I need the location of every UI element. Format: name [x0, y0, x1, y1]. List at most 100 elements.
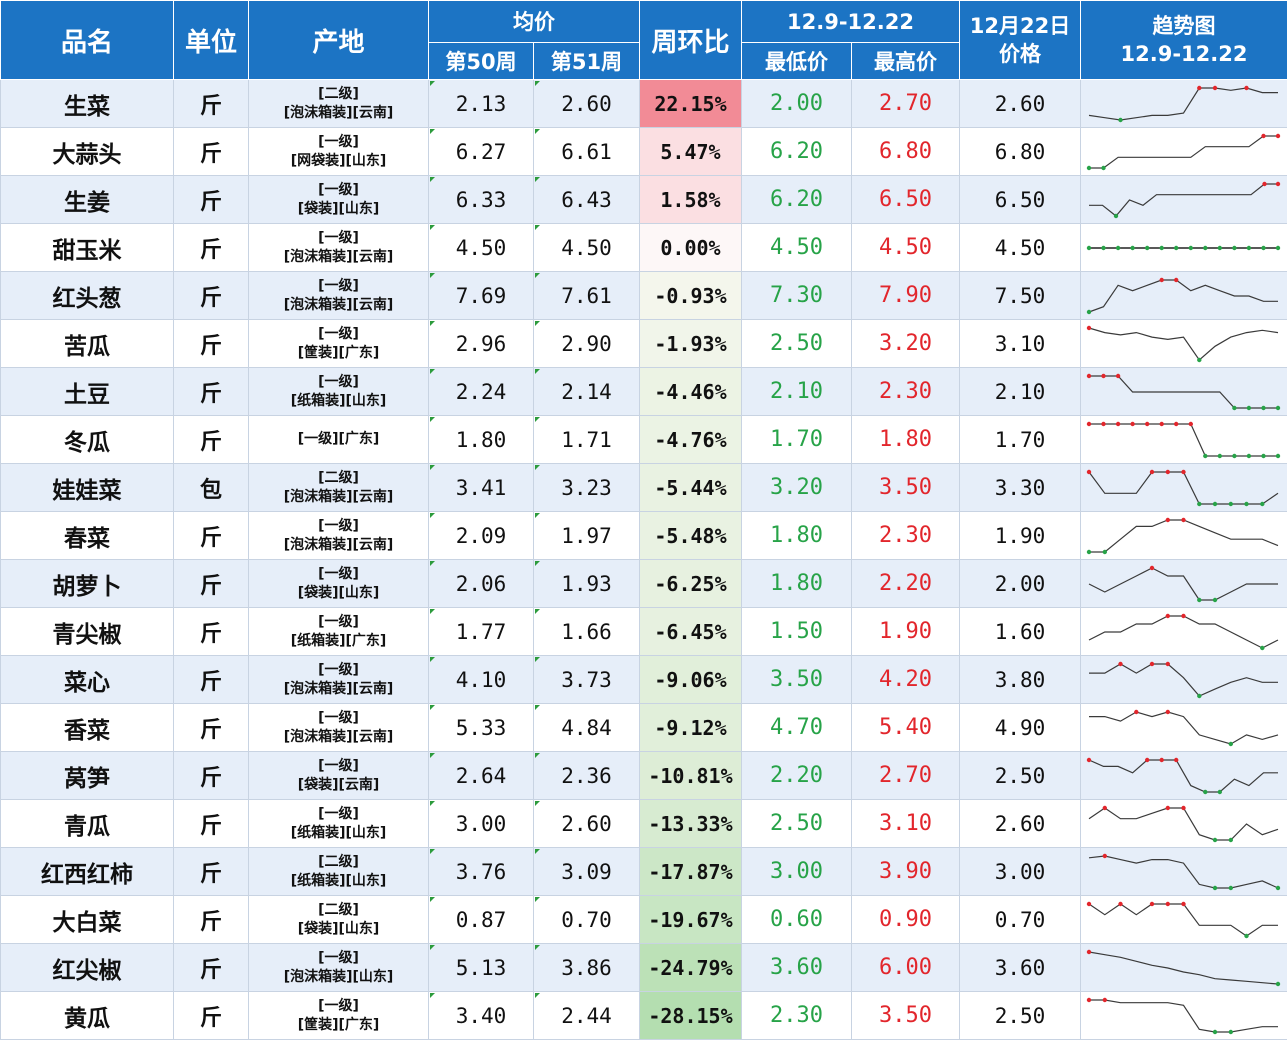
period-high-cell: 3.90 [851, 847, 960, 896]
trend-sparkline-cell [1080, 79, 1287, 128]
trend-sparkline [1086, 245, 1281, 250]
sparkline-low-point [1086, 549, 1092, 554]
current-price-cell: 2.60 [959, 79, 1081, 128]
product-name-cell: 青尖椒 [0, 607, 174, 656]
sparkline-low-point [1275, 981, 1281, 986]
origin-pack-region: [网袋装][山东] [290, 152, 387, 169]
product-name-cell: 土豆 [0, 367, 174, 416]
sparkline-high-point [1149, 469, 1155, 474]
trend-sparkline [1088, 565, 1278, 602]
sparkline-high-point [1101, 373, 1106, 378]
period-high-cell: 6.80 [851, 127, 960, 176]
sparkline-low-point [1228, 1029, 1233, 1034]
sparkline-high-point [1261, 133, 1266, 138]
sparkline-low-point [1246, 245, 1252, 250]
trend-sparkline [1086, 277, 1278, 314]
period-low-cell: 4.70 [741, 703, 852, 752]
sparkline-high-point [1101, 421, 1106, 426]
origin-grade: [一级] [318, 517, 359, 534]
period-low-cell: 3.50 [741, 655, 852, 704]
origin-cell: [二级] [泡沫箱装][云南] [248, 463, 429, 512]
origin-cell: [一级] [袋装][山东] [248, 175, 429, 224]
period-low-cell: 2.10 [741, 367, 852, 416]
trend-sparkline [1089, 661, 1278, 698]
sparkline-low-point [1102, 549, 1107, 554]
col-avg-group-header: 均价 [428, 0, 640, 43]
trend-sparkline [1088, 805, 1279, 842]
sparkline-high-point [1197, 85, 1202, 90]
origin-pack-region: [袋装][山东] [297, 200, 380, 217]
period-low-cell: 3.60 [741, 943, 852, 992]
unit-cell: 斤 [173, 511, 249, 560]
unit-cell: 斤 [173, 943, 249, 992]
sparkline-path [1088, 950, 1279, 985]
period-low-cell: 4.50 [741, 223, 852, 272]
sparkline-low-point [1228, 501, 1233, 506]
trend-sparkline [1086, 421, 1281, 458]
week50-avg-cell: 4.10 [428, 655, 534, 704]
origin-pack-region: [袋装][云南] [297, 776, 380, 793]
unit-cell: 斤 [173, 559, 249, 608]
period-low-cell: 2.50 [741, 799, 852, 848]
sparkline-low-point [1212, 885, 1218, 890]
sparkline-low-point [1228, 741, 1233, 746]
week50-avg-cell: 2.09 [428, 511, 534, 560]
sparkline-low-point [1260, 501, 1265, 506]
table-row: 春菜斤 [一级] [泡沫箱装][云南] 2.09 1.97 -5.48% 1.80 2.30 1… [0, 511, 1287, 560]
col-trend-header-line1: 趋势图 [1152, 14, 1216, 38]
sparkline-low-point [1212, 837, 1218, 842]
product-name-cell: 胡萝卜 [0, 559, 174, 608]
unit-cell: 斤 [173, 655, 249, 704]
sparkline-low-point [1118, 117, 1123, 122]
period-high-cell: 0.90 [851, 895, 960, 944]
sparkline-low-point [1212, 501, 1218, 506]
trend-sparkline [1086, 325, 1279, 362]
week50-avg-cell: 2.96 [428, 319, 534, 368]
col-week51-header: 第51周 [533, 42, 640, 80]
sparkline-high-point [1165, 709, 1170, 714]
trend-sparkline [1086, 757, 1278, 794]
origin-grade: [二级] [318, 853, 359, 870]
sparkline-low-point [1197, 597, 1202, 602]
period-low-cell: 3.20 [741, 463, 852, 512]
sparkline-high-point [1086, 373, 1092, 378]
week50-avg-cell: 2.06 [428, 559, 534, 608]
wow-change-cell: -5.48% [639, 511, 742, 560]
week51-avg-cell: 3.09 [533, 847, 640, 896]
sparkline-path [1089, 182, 1278, 217]
origin-grade: [一级] [318, 133, 359, 150]
sparkline-high-point [1188, 421, 1193, 426]
sparkline-low-point [1212, 1029, 1218, 1034]
origin-pack-region: [泡沫箱装][山东] [283, 968, 394, 985]
product-name-cell: 香菜 [0, 703, 174, 752]
sparkline-path [1088, 854, 1279, 889]
sparkline-high-point [1145, 421, 1150, 426]
trend-sparkline-cell [1080, 175, 1287, 224]
origin-cell: [二级] [袋装][山东] [248, 895, 429, 944]
origin-grade: [一级] [318, 373, 359, 390]
week51-avg-cell: 3.73 [533, 655, 640, 704]
sparkline-low-point [1261, 245, 1266, 250]
sparkline-high-point [1149, 661, 1155, 666]
period-high-cell: 3.50 [851, 463, 960, 512]
period-high-cell: 1.90 [851, 607, 960, 656]
week50-avg-cell: 3.40 [428, 991, 534, 1040]
sparkline-low-point [1217, 789, 1222, 794]
sparkline-high-point [1165, 805, 1170, 810]
current-price-cell: 6.50 [959, 175, 1081, 224]
origin-cell: [一级] [纸箱装][山东] [248, 799, 429, 848]
week51-avg-cell: 3.23 [533, 463, 640, 512]
sparkline-low-point [1197, 693, 1202, 698]
origin-grade: [一级] [318, 709, 359, 726]
trend-sparkline [1089, 181, 1281, 218]
unit-cell: 斤 [173, 367, 249, 416]
sparkline-low-point [1217, 245, 1222, 250]
sparkline-path [1088, 566, 1278, 601]
week51-avg-cell: 2.60 [533, 799, 640, 848]
sparkline-low-point [1203, 245, 1208, 250]
origin-cell: [一级] [筐装][广东] [248, 319, 429, 368]
week51-avg-cell: 7.61 [533, 271, 640, 320]
unit-cell: 斤 [173, 847, 249, 896]
week51-avg-cell: 2.36 [533, 751, 640, 800]
